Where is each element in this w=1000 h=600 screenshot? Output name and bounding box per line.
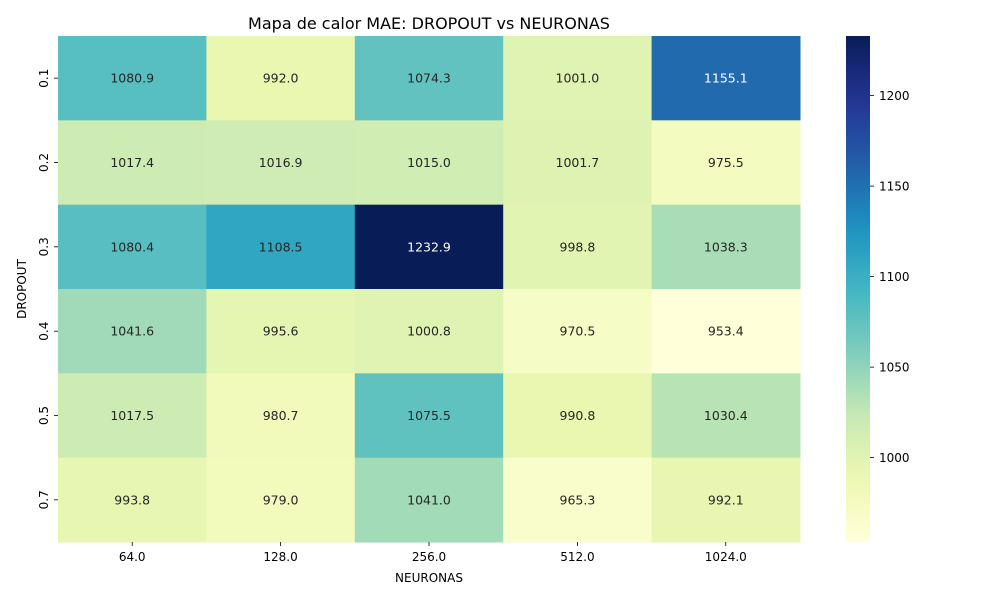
cell-value-label: 965.3 [560, 492, 596, 507]
y-tick-label: 0.5 [37, 406, 51, 425]
cell-value-label: 980.7 [263, 408, 299, 423]
cell-value-label: 1000.8 [407, 324, 451, 339]
cell-value-label: 1017.5 [110, 408, 154, 423]
heatmap-cell [651, 457, 801, 543]
heatmap-cell [503, 36, 653, 121]
colorbar-tick-label: 1100 [879, 270, 910, 284]
colorbar-gradient [846, 36, 870, 542]
cell-value-label: 1041.0 [407, 492, 451, 507]
colorbar: 1000 1050 1100 1150 1200 [846, 36, 910, 542]
heatmap-cell [206, 457, 356, 543]
cell-value-label: 1001.7 [556, 155, 600, 170]
colorbar-tick-label: 1200 [879, 89, 910, 103]
cell-value-label: 1030.4 [704, 408, 748, 423]
x-tick-label: 128.0 [263, 550, 297, 564]
colorbar-tick-label: 1050 [879, 361, 910, 375]
x-tick-label: 256.0 [412, 550, 446, 564]
cell-value-label: 998.8 [560, 239, 596, 254]
chart-title: Mapa de calor MAE: DROPOUT vs NEURONAS [248, 14, 610, 33]
heatmap-cell [58, 373, 207, 459]
y-tick-label: 0.2 [37, 153, 51, 172]
x-tick-label: 1024.0 [705, 550, 747, 564]
heatmap-cell [354, 120, 504, 206]
y-axis-label: DROPOUT [15, 258, 29, 318]
heatmap-cell [206, 289, 356, 374]
y-tick-label: 0.7 [37, 490, 51, 509]
cell-value-label: 1041.6 [110, 324, 154, 339]
cell-value-label: 993.8 [114, 492, 150, 507]
heatmap-cell [503, 373, 653, 459]
heatmap-cell [206, 204, 356, 290]
heatmap-cell [503, 120, 653, 206]
cell-value-label: 1001.0 [556, 71, 600, 86]
heatmap-cell [354, 457, 504, 543]
x-tick-label: 512.0 [560, 550, 594, 564]
y-tick-label: 0.4 [37, 322, 51, 341]
x-axis-ticks: 64.0 128.0 256.0 512.0 1024.0 [119, 542, 747, 564]
cell-value-label: 1080.4 [110, 239, 154, 254]
cell-value-label: 990.8 [560, 408, 596, 423]
heatmap-cells: 1080.9 992.0 1074.3 1001.0 1155.1 1017.4 1016.… [58, 36, 801, 543]
cell-value-label: 975.5 [708, 155, 744, 170]
heatmap-cell [651, 36, 801, 121]
heatmap-cell [651, 204, 801, 290]
heatmap-cell [206, 373, 356, 459]
y-tick-label: 0.3 [37, 237, 51, 256]
heatmap-cell [58, 36, 207, 121]
y-tick-label: 0.1 [37, 69, 51, 88]
heatmap-cell [503, 204, 653, 290]
cell-value-label: 1015.0 [407, 155, 451, 170]
heatmap-cell [651, 373, 801, 459]
heatmap-cell [503, 457, 653, 543]
cell-value-label: 1108.5 [259, 239, 303, 254]
cell-value-label: 995.6 [263, 324, 299, 339]
heatmap-cell [354, 373, 504, 459]
heatmap-cell [206, 120, 356, 206]
heatmap-cell [58, 457, 207, 543]
heatmap-cell [206, 36, 356, 121]
colorbar-tick-label: 1150 [879, 180, 910, 194]
x-axis-label: NEURONAS [395, 571, 463, 585]
cell-value-label: 979.0 [263, 492, 299, 507]
heatmap-cell [58, 120, 207, 206]
heatmap-cell [651, 120, 801, 206]
cell-value-label: 1074.3 [407, 71, 451, 86]
heatmap-cell [58, 204, 207, 290]
heatmap-cell [354, 289, 504, 374]
x-tick-label: 64.0 [119, 550, 146, 564]
cell-value-label: 1017.4 [110, 155, 154, 170]
cell-value-label: 970.5 [560, 324, 596, 339]
heatmap-cell [651, 289, 801, 374]
cell-value-label: 1038.3 [704, 239, 748, 254]
cell-value-label: 1080.9 [110, 71, 154, 86]
colorbar-tick-label: 1000 [879, 451, 910, 465]
cell-value-label: 1155.1 [704, 71, 748, 86]
cell-value-label: 992.0 [263, 71, 299, 86]
heatmap-cell [354, 204, 504, 290]
y-axis-ticks: 0.1 0.2 0.3 0.4 0.5 0.7 [37, 69, 58, 509]
heatmap-cell [503, 289, 653, 374]
cell-value-label: 1075.5 [407, 408, 451, 423]
cell-value-label: 953.4 [708, 324, 744, 339]
cell-value-label: 1232.9 [407, 239, 451, 254]
heatmap-cell [354, 36, 504, 121]
cell-value-label: 992.1 [708, 492, 744, 507]
heatmap-cell [58, 289, 207, 374]
cell-value-label: 1016.9 [259, 155, 303, 170]
